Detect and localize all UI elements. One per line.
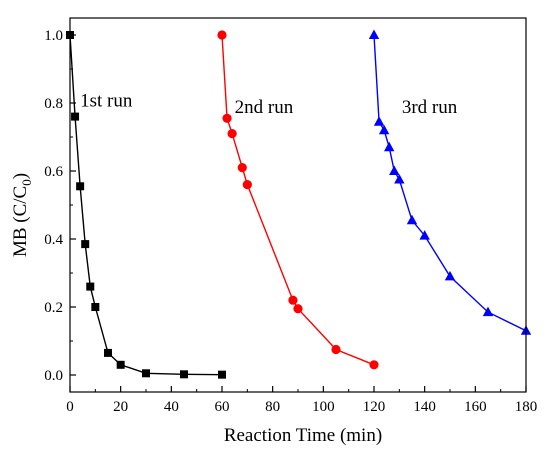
data-point — [222, 113, 232, 123]
data-point — [369, 360, 379, 370]
data-point — [406, 214, 418, 225]
axes-layer — [69, 17, 527, 393]
data-point — [86, 282, 95, 291]
y-tick-label: 0.4 — [44, 232, 63, 248]
data-point — [378, 124, 390, 135]
x-tick-label: 80 — [265, 399, 280, 415]
x-tick-label: 160 — [464, 399, 487, 415]
x-tick-label: 100 — [312, 399, 335, 415]
data-point — [142, 369, 150, 378]
data-point — [218, 370, 226, 379]
data-point — [217, 30, 227, 40]
data-point — [227, 129, 237, 139]
y-axis-title-subscript: 0 — [19, 179, 34, 186]
annotation-layer: 1st run 2nd run 3rd run — [80, 90, 458, 118]
series-line — [221, 34, 375, 366]
data-point — [444, 270, 456, 281]
series-2 — [217, 30, 379, 370]
y-tick-label: 0.2 — [44, 300, 63, 316]
data-point — [419, 230, 430, 240]
x-axis-title: Reaction Time (min) — [224, 425, 382, 446]
x-tick-label: 120 — [363, 399, 386, 415]
ticks-layer: 0 20 40 60 80 100 120 140 160 180 0.0 0.2 0.4 0.6 0.8 1… — [44, 28, 537, 415]
y-tick-label: 1.0 — [44, 28, 63, 44]
data-point — [373, 116, 385, 126]
y-axis-title-main: MB (C/C — [10, 186, 31, 257]
series-1 — [66, 31, 226, 379]
x-tick-label: 180 — [515, 399, 538, 415]
data-point — [180, 370, 188, 379]
data-point — [288, 295, 298, 305]
data-point — [482, 306, 494, 317]
data-point — [384, 141, 395, 152]
series-line — [69, 34, 223, 376]
data-point — [71, 112, 80, 121]
data-point — [81, 240, 90, 249]
data-point — [389, 165, 400, 175]
data-point — [242, 180, 252, 190]
data-point — [104, 348, 112, 357]
data-point — [331, 344, 341, 355]
run-label: 3rd run — [402, 97, 458, 118]
x-tick-label: 40 — [164, 399, 179, 415]
data-point — [368, 29, 380, 39]
y-tick-label: 0.6 — [44, 164, 63, 180]
run-label: 1st run — [80, 90, 133, 111]
y-tick-label: 0.0 — [44, 368, 63, 384]
series-3 — [368, 29, 532, 335]
x-tick-label: 140 — [413, 399, 436, 415]
x-tick-label: 0 — [66, 399, 74, 415]
series-layer — [66, 29, 532, 379]
data-point — [91, 303, 100, 311]
run-label: 2nd run — [235, 97, 294, 118]
y-axis-title-close: ) — [10, 173, 31, 179]
data-point — [293, 304, 303, 314]
data-point — [394, 174, 405, 184]
y-tick-label: 0.8 — [44, 96, 63, 112]
data-point — [116, 360, 125, 369]
plot-frame — [69, 17, 527, 393]
y-axis-title: MB (C/C0) — [10, 173, 34, 257]
data-point — [237, 163, 247, 173]
x-tick-label: 20 — [113, 399, 128, 415]
x-tick-label: 60 — [215, 399, 230, 415]
data-point — [76, 182, 85, 191]
